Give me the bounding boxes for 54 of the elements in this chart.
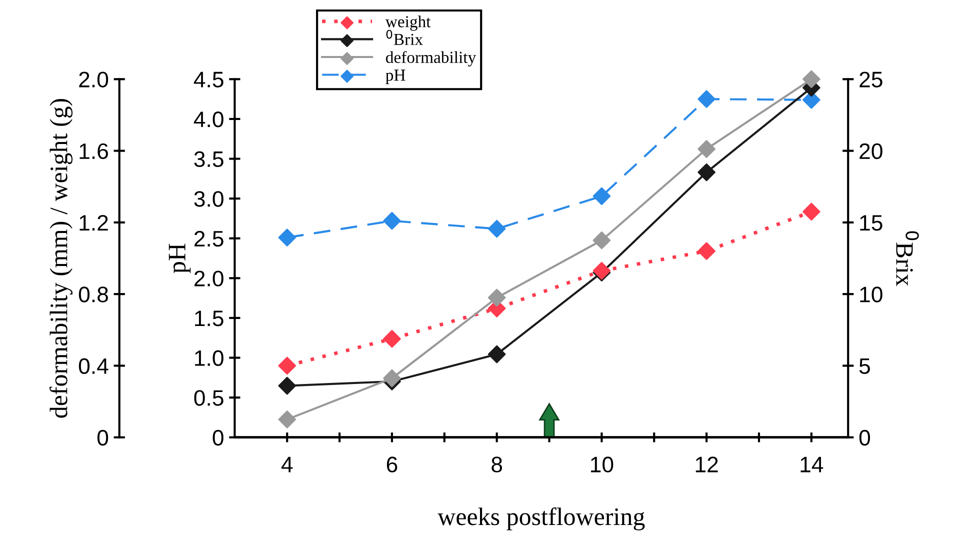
y-tick-label: 3.5 [194,151,224,168]
y2-tick-label: 15 [860,215,882,231]
x-tick-label: 10 [591,456,614,472]
y-tick-label: 2.5 [194,230,224,247]
point [278,410,296,428]
point [383,330,401,348]
point [383,369,401,388]
x-tick-label: 14 [800,456,824,472]
point [698,242,716,260]
point [698,90,716,108]
y-tick-label: 1.5 [195,310,224,326]
y3-tick-label: 1.6 [80,143,108,160]
y-tick-label: 3.0 [194,191,224,207]
point [698,163,716,182]
point [278,356,296,375]
point [592,231,611,250]
x-tick-label: 4 [281,456,293,472]
point [278,228,296,246]
y-tick-label: 4.5 [194,72,224,88]
y3-tick-label: 0 [97,430,108,446]
legend-label: $^{0}$Brix [386,30,423,45]
point [802,70,820,88]
y3-tick-label: 0.4 [78,358,108,374]
y3-tick-label: 2.0 [79,72,108,88]
legend-label: deformability [386,51,476,66]
legend-label: pH [386,70,406,84]
point [278,376,296,395]
y3-tick-label: 0.8 [78,286,108,302]
y2-tick-label: 0 [859,430,870,446]
point [383,212,401,230]
y2-tick-label: 20 [860,143,882,160]
point [592,187,611,206]
y2-axis-title: $^{0}$Brix [896,231,919,286]
point [488,345,506,364]
y-tick-label: 1.0 [195,350,224,366]
y-tick-label: 0.5 [194,390,224,406]
x-tick-label: 6 [386,456,398,472]
x-axis-title: weeks postflowering [438,507,645,530]
y-tick-label: 0 [212,430,224,446]
y3-axis-title: deformability (mm) / weight (g) [50,98,72,418]
y3-tick-label: 1.2 [80,214,108,230]
x-tick-label: 12 [696,456,718,472]
y-tick-label: 4.0 [194,112,224,128]
point [802,202,820,221]
point [488,288,506,307]
y-tick-label: 2.0 [194,270,224,286]
y2-tick-label: 10 [860,286,882,302]
legend-label: weight [385,16,431,31]
x-tick-label: 8 [492,456,502,472]
y2-tick-label: 5 [859,358,870,374]
y2-tick-label: 25 [860,72,882,88]
point [698,140,716,158]
y-axis-title: pH [168,244,191,274]
point [488,220,506,238]
